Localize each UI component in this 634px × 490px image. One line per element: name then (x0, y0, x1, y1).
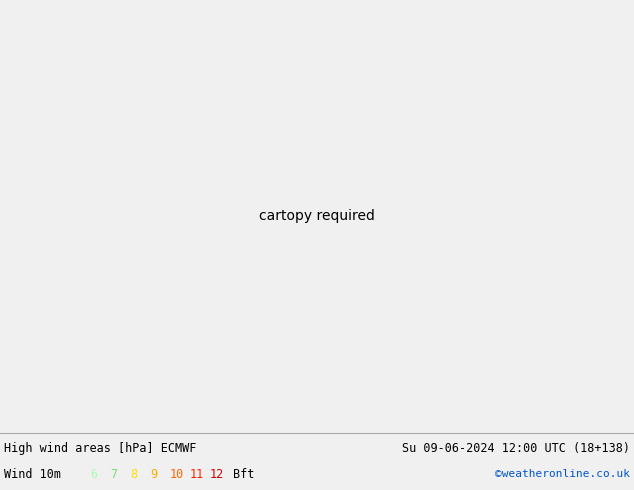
Text: High wind areas [hPa] ECMWF: High wind areas [hPa] ECMWF (4, 441, 197, 455)
Text: 10: 10 (170, 467, 184, 481)
Text: 8: 8 (130, 467, 137, 481)
Text: Wind 10m: Wind 10m (4, 467, 61, 481)
Text: cartopy required: cartopy required (259, 209, 375, 223)
Text: 6: 6 (90, 467, 97, 481)
Text: 11: 11 (190, 467, 204, 481)
Text: Su 09-06-2024 12:00 UTC (18+138): Su 09-06-2024 12:00 UTC (18+138) (402, 441, 630, 455)
Text: 12: 12 (210, 467, 224, 481)
Text: 7: 7 (110, 467, 117, 481)
Text: 9: 9 (150, 467, 157, 481)
Text: ©weatheronline.co.uk: ©weatheronline.co.uk (495, 469, 630, 479)
Text: Bft: Bft (233, 467, 254, 481)
